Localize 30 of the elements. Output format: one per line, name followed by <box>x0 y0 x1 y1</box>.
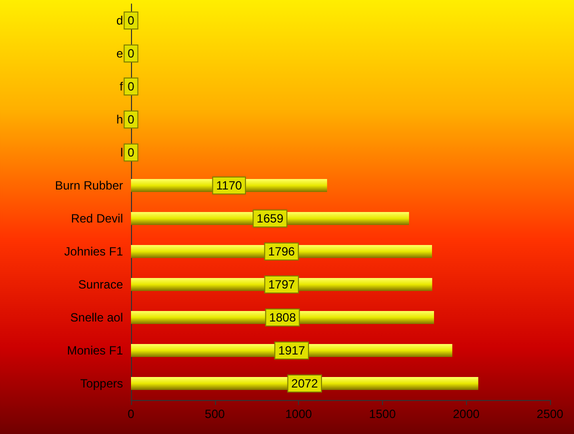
y-tick-label: f <box>120 80 124 94</box>
data-label: 1808 <box>269 310 296 324</box>
y-tick-label: Johnies F1 <box>64 244 124 258</box>
x-tick-label: 1500 <box>369 407 396 421</box>
data-label: 1917 <box>278 344 306 358</box>
y-tick-label: l <box>120 146 123 160</box>
y-tick-label: e <box>116 46 124 60</box>
data-label: 0 <box>128 14 135 28</box>
x-tick-label: 500 <box>204 407 226 421</box>
data-label: 1796 <box>268 244 296 258</box>
y-tick-label: Monies F1 <box>66 344 124 358</box>
data-label: 1659 <box>256 212 284 226</box>
data-label: 0 <box>128 146 135 160</box>
y-tick-label: d <box>116 14 123 28</box>
x-tick-label: 1000 <box>285 407 312 421</box>
y-tick-label: Red Devil <box>70 212 123 226</box>
x-tick-label: 2500 <box>536 407 564 421</box>
y-tick-label: h <box>116 112 123 126</box>
data-label: 0 <box>128 112 135 126</box>
data-label: 0 <box>128 80 135 94</box>
y-tick-label: Toppers <box>80 376 123 390</box>
y-tick-label: Sunrace <box>78 278 124 292</box>
y-tick-label: Snelle aol <box>70 310 123 324</box>
data-label: 0 <box>128 46 135 60</box>
data-label: 1797 <box>268 278 296 292</box>
x-tick-label: 2000 <box>452 407 480 421</box>
y-tick-label: Burn Rubber <box>54 178 123 192</box>
x-tick-label: 0 <box>128 407 135 421</box>
data-label: 1170 <box>216 178 242 192</box>
data-label: 2072 <box>291 376 318 390</box>
